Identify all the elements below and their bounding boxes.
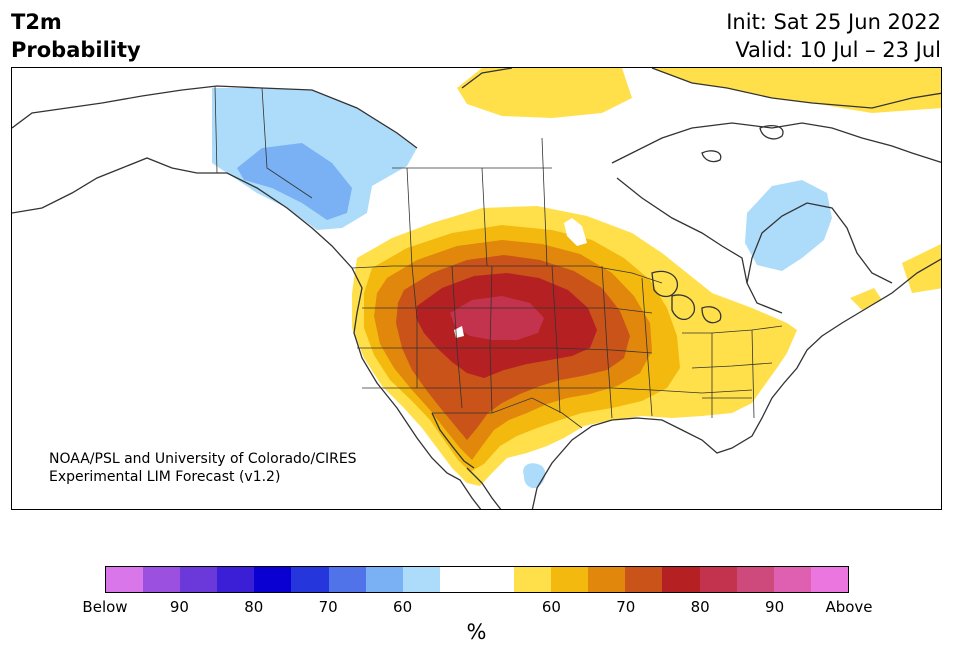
colorbar-tick-label: 70 (616, 598, 636, 616)
map-title: T2m Probability (11, 8, 141, 64)
colorbar-tick-label: 60 (541, 598, 561, 616)
product-label: Probability (11, 38, 141, 62)
below-normal-alaska-core (237, 143, 352, 220)
colorbar-tick-label: Below (82, 598, 128, 616)
colorbar-segment (514, 567, 552, 592)
valid-period: Valid: 10 Jul – 23 Jul (735, 38, 941, 62)
above-normal-arctic-islands (457, 68, 632, 118)
below-normal-mexico-spot (523, 463, 546, 489)
below-normal-hudson (745, 180, 832, 271)
above-normal-arctic-east (652, 68, 941, 113)
above-normal-maritime (902, 243, 941, 293)
colorbar-segment (180, 567, 218, 592)
colorbar (105, 566, 849, 593)
colorbar-segment (736, 567, 774, 592)
colorbar-segment (254, 567, 292, 592)
colorbar-ticks: Below 90 80 70 60 60 70 80 90 Above (82, 598, 872, 618)
colorbar-segment (476, 567, 515, 592)
credit-line-2: Experimental LIM Forecast (v1.2) (49, 469, 281, 485)
colorbar-segment (143, 567, 181, 592)
colorbar-segment (551, 567, 589, 592)
colorbar-segment (217, 567, 255, 592)
colorbar-tick-label: 80 (244, 598, 264, 616)
credit-text: NOAA/PSL and University of Colorado/CIRE… (49, 450, 357, 486)
above-normal-85 (450, 296, 544, 340)
colorbar-tick-label: Above (825, 598, 873, 616)
init-date: Init: Sat 25 Jun 2022 (726, 10, 941, 34)
colorbar-segment (106, 567, 144, 592)
colorbar-segment (662, 567, 700, 592)
colorbar-segment (439, 567, 477, 592)
credit-line-1: NOAA/PSL and University of Colorado/CIRE… (49, 451, 357, 467)
colorbar-segment (291, 567, 329, 592)
white-hole-dakotas (564, 218, 587, 246)
colorbar-segment (699, 567, 737, 592)
colorbar-segment (773, 567, 811, 592)
colorbar-segment (625, 567, 663, 592)
political-borders (214, 85, 783, 429)
colorbar-segment (588, 567, 626, 592)
colorbar-segment (365, 567, 403, 592)
colorbar-tick-label: 90 (765, 598, 785, 616)
colorbar-tick-label: 70 (318, 598, 338, 616)
colorbar-unit: % (466, 620, 487, 644)
colorbar-segment (810, 567, 848, 592)
forecast-dates: Init: Sat 25 Jun 2022 Valid: 10 Jul – 23… (726, 8, 941, 64)
colorbar-segment (402, 567, 440, 592)
colorbar-segment (328, 567, 366, 592)
colorbar-tick-label: 60 (393, 598, 413, 616)
variable-label: T2m (11, 10, 62, 34)
probability-map (11, 67, 942, 510)
colorbar-tick-label: 90 (169, 598, 189, 616)
above-normal-nova-scotia (850, 288, 882, 310)
colorbar-tick-label: 80 (690, 598, 710, 616)
